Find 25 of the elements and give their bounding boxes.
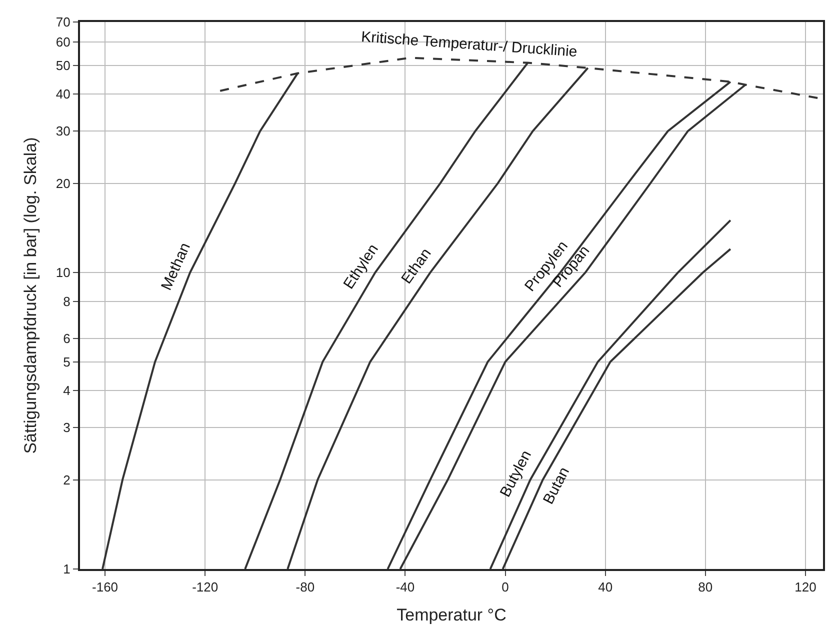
- y-tick-label: 30: [56, 124, 70, 139]
- y-tick-label: 50: [56, 58, 70, 73]
- y-tick-label: 1: [63, 562, 70, 577]
- x-tick-label: 120: [794, 580, 816, 595]
- y-tick-label: 2: [63, 472, 70, 488]
- y-axis-title: Sättigungsdampfdruck [in bar] (log. Skala): [20, 137, 40, 454]
- y-tick-label: 10: [56, 265, 70, 280]
- y-tick-label: 6: [63, 330, 70, 346]
- y-tick-label: 20: [56, 176, 70, 191]
- x-axis-title: Temperatur °C: [396, 606, 506, 624]
- y-tick-label: 8: [63, 294, 70, 309]
- y-tick-label: 40: [56, 86, 70, 102]
- x-tick-label: 0: [502, 580, 509, 595]
- y-tick-label: 60: [56, 34, 70, 50]
- y-tick-label: 70: [56, 14, 70, 30]
- x-tick-label: -160: [92, 580, 118, 595]
- series-label: Kritische Temperatur-/ Drucklinie: [360, 28, 578, 61]
- x-tick-label: 80: [698, 580, 713, 595]
- y-tick-label: 4: [63, 383, 70, 398]
- x-tick-label: 40: [598, 580, 613, 595]
- x-tick-label: -40: [396, 580, 415, 595]
- y-tick-label: 3: [63, 420, 70, 436]
- y-tick-label: 5: [63, 354, 70, 370]
- x-tick-label: -80: [296, 580, 315, 595]
- x-tick-label: -120: [192, 580, 218, 595]
